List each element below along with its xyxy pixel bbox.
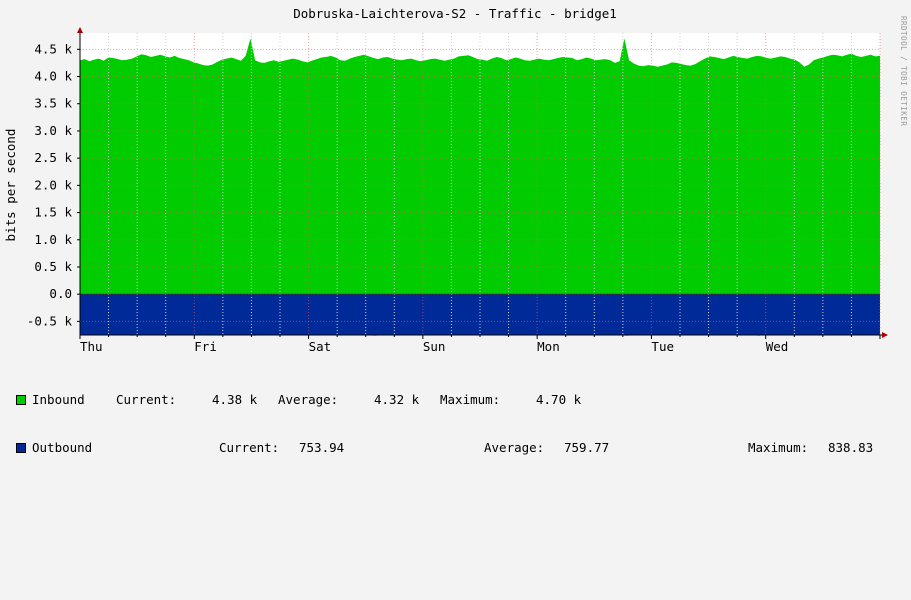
y-tick-label: 0.0 [49, 286, 72, 301]
y-tick-label: -0.5 k [27, 313, 73, 328]
legend-row-inbound: Inbound Current: 4.38 k Average: 4.32 k … [16, 392, 896, 408]
outbound-series-group [80, 294, 880, 336]
x-tick-label: Thu [80, 339, 103, 354]
x-tick-label: Fri [194, 339, 217, 354]
rrdtool-watermark: RRDTOOL / TOBI OETIKER [899, 16, 908, 126]
grid [79, 33, 881, 335]
x-tick-label: Mon [537, 339, 560, 354]
inbound-maximum-label: Maximum: [440, 392, 501, 407]
y-tick-label: 2.0 k [34, 177, 72, 192]
outbound-average-label: Average: [484, 440, 545, 455]
outbound-average-value: 759.77 [564, 440, 610, 455]
inbound-name: Inbound [32, 392, 85, 407]
y-tick-label: 1.0 k [34, 232, 72, 247]
y-tick-label: 0.5 k [34, 259, 72, 274]
legend: Inbound Current: 4.38 k Average: 4.32 k … [16, 360, 896, 488]
inbound-average-value: 4.32 k [374, 392, 420, 407]
outbound-maximum-label: Maximum: [748, 440, 809, 455]
x-axis-arrow [882, 332, 888, 338]
outbound-maximum-value: 838.83 [828, 440, 874, 455]
inbound-average-label: Average: [278, 392, 339, 407]
x-tick-label: Tue [651, 339, 674, 354]
outbound-swatch [16, 443, 26, 453]
x-tick-labels: Thu Fri Sat Sun Mon Tue Wed [80, 339, 788, 354]
y-tick-label: 3.5 k [34, 96, 72, 111]
axes [77, 27, 888, 339]
y-tick-label: 4.5 k [34, 41, 72, 56]
chart-title: Dobruska-Laichterova-S2 - Traffic - brid… [293, 6, 617, 21]
x-tick-label: Sun [423, 339, 446, 354]
y-axis-arrow [77, 27, 83, 33]
inbound-current-value: 4.38 k [212, 392, 258, 407]
y-tick-label: 4.0 k [34, 69, 72, 84]
outbound-name: Outbound [32, 440, 93, 455]
y-tick-label: 3.0 k [34, 123, 72, 138]
traffic-chart: Dobruska-Laichterova-S2 - Traffic - brid… [3, 6, 908, 354]
y-tick-labels: 4.5 k 4.0 k 3.5 k 3.0 k 2.5 k 2.0 k 1.5 k 1.0 k… [27, 41, 73, 328]
x-tick-label: Sat [309, 339, 332, 354]
inbound-current-label: Current: [116, 392, 177, 407]
outbound-current-label: Current: [219, 440, 280, 455]
outbound-current-value: 753.94 [299, 440, 345, 455]
legend-row-outbound: Outbound Current: 753.94 Average: 759.77… [16, 440, 896, 456]
y-tick-label: 1.5 k [34, 205, 72, 220]
traffic-graph: Dobruska-Laichterova-S2 - Traffic - brid… [3, 6, 908, 455]
x-tick-label: Wed [766, 339, 789, 354]
y-axis-label: bits per second [3, 129, 18, 242]
y-tick-label: 2.5 k [34, 150, 72, 165]
outbound-area [80, 294, 880, 336]
inbound-swatch [16, 395, 26, 405]
inbound-maximum-value: 4.70 k [536, 392, 582, 407]
